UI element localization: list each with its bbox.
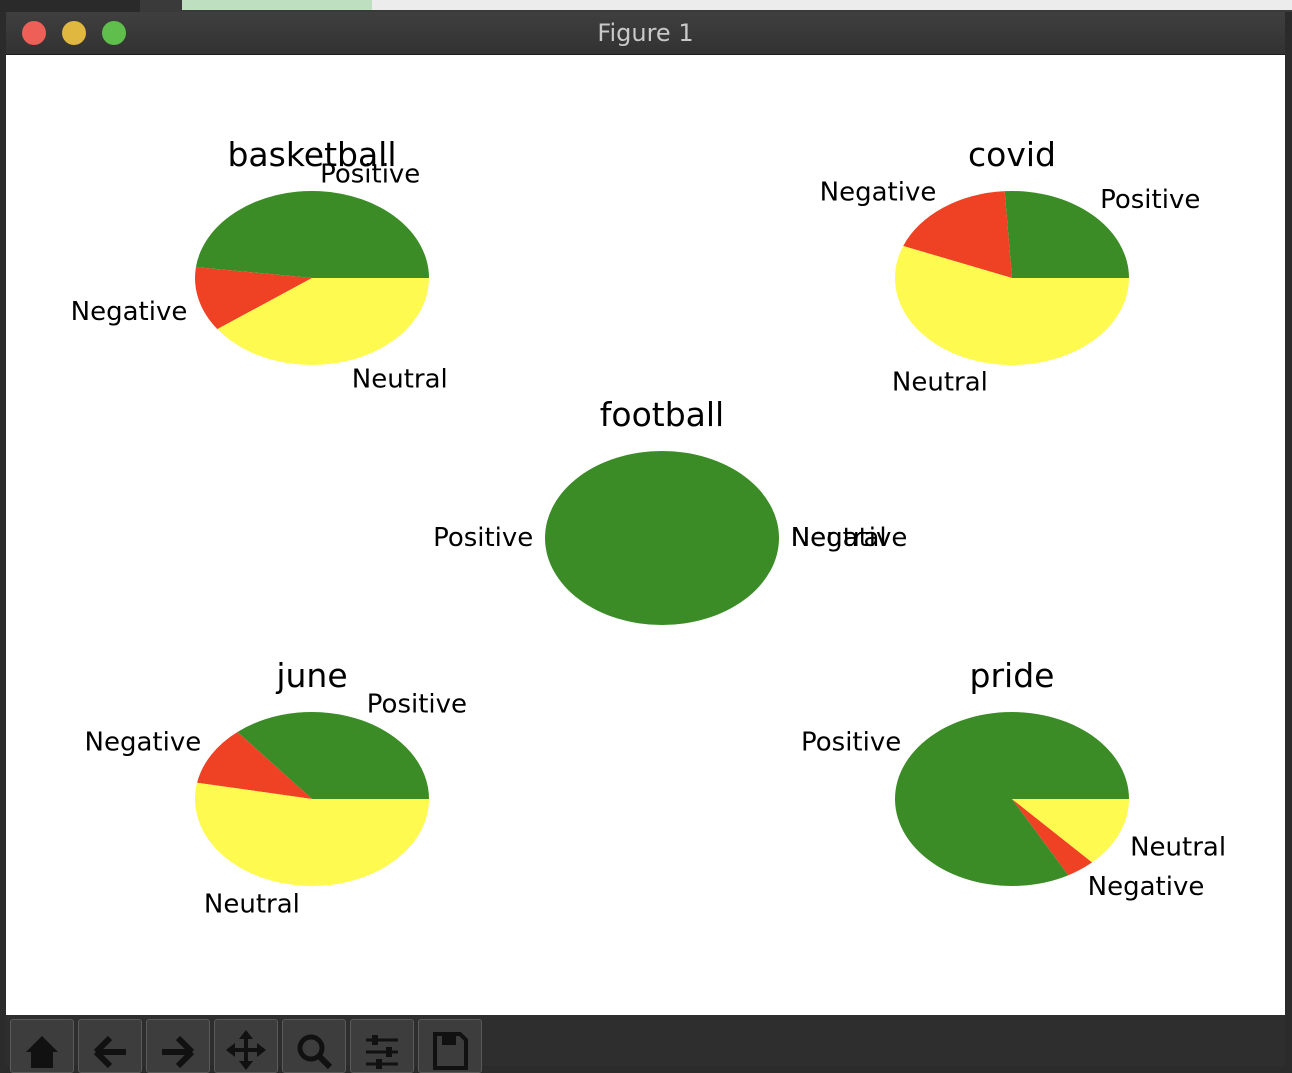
desktop-dark-region [0,0,140,12]
configure-subplots-icon [366,1035,398,1069]
pie-football-label-negative: Negative [791,523,908,553]
pie-june-slice-neutral [195,782,429,886]
pie-pride-slice-neutral [1012,799,1129,863]
desktop-light-region [372,0,1292,10]
pie-covid-slice-positive [1004,191,1129,278]
pie-basketball-slice-neutral [217,278,429,366]
pie-basketball-title: basketball [227,135,396,174]
zoom-magnifier-icon [297,1034,333,1070]
home-button[interactable] [10,1019,74,1073]
zoom-button[interactable] [102,21,126,45]
pie-june-slice-positive [237,712,429,799]
pie-football-title: football [600,395,724,434]
pie-pride-label-negative: Negative [1088,872,1205,902]
configure-subplots-button[interactable] [350,1019,414,1073]
back-arrow-icon [93,1035,126,1069]
pie-pride-label-neutral: Neutral [1130,832,1226,862]
pie-june-label-positive: Positive [367,689,467,719]
pie-covid-slice-negative [903,191,1012,278]
pie-football-label-neutral: Neutral [791,523,887,553]
desktop-background [0,0,1292,12]
pie-covid-label-negative: Negative [820,178,937,208]
save-floppy-icon [433,1032,468,1070]
desktop-green-region [182,0,372,10]
save-button[interactable] [418,1019,482,1073]
title-bar[interactable]: Figure 1 [6,12,1285,55]
pie-basketball-label-neutral: Neutral [352,364,448,394]
navigation-toolbar [6,1015,1285,1073]
home-icon [26,1036,58,1068]
forward-arrow-icon [162,1035,195,1069]
zoom-rect-button[interactable] [282,1019,346,1073]
figure-canvas: PositiveNegativeNeutralbasketballPositiv… [6,55,1285,1015]
close-button[interactable] [22,21,46,45]
pan-move-icon [226,1030,266,1070]
pie-pride-group: Positive Negative Neutral pride [801,656,1226,902]
pie-pride-slice-negative [1012,799,1093,876]
pie-covid-group: Positive Negative Neutral covid [820,135,1201,397]
pan-button[interactable] [214,1019,278,1073]
pie-covid-label-neutral: Neutral [892,367,988,397]
pie-june-title: june [275,656,347,695]
pie-basketball-label-negative: Negative [71,297,188,327]
pie-basketball-group: Positive Negative Neutral basketball [71,135,448,394]
pie-covid-label-positive: Positive [1100,185,1200,215]
minimize-button[interactable] [62,21,86,45]
back-button[interactable] [78,1019,142,1073]
pie-covid-title: covid [968,135,1056,174]
figure-window: Figure 1 Positive Negative Neutral basketba… [6,12,1285,1073]
pie-football-slice-positive [545,451,779,625]
pie-june-label-negative: Negative [85,727,202,757]
pie-pride-title: pride [970,656,1055,695]
pie-football-label-positive: Positive [433,523,533,553]
pie-basketball-slice-positive [195,190,429,278]
pie-pride-label-positive: Positive [801,727,901,757]
pie-covid-slice-neutral [895,245,1129,365]
pie-june-group: Positive Negative Neutral june [85,656,467,920]
forward-button[interactable] [146,1019,210,1073]
pie-basketball-slice-negative [194,267,312,330]
pie-basketball-label-positive: Positive [320,159,420,189]
window-title: Figure 1 [597,19,694,47]
pie-june-label-neutral: Neutral [204,890,300,920]
pie-june-slice-negative [197,731,312,799]
